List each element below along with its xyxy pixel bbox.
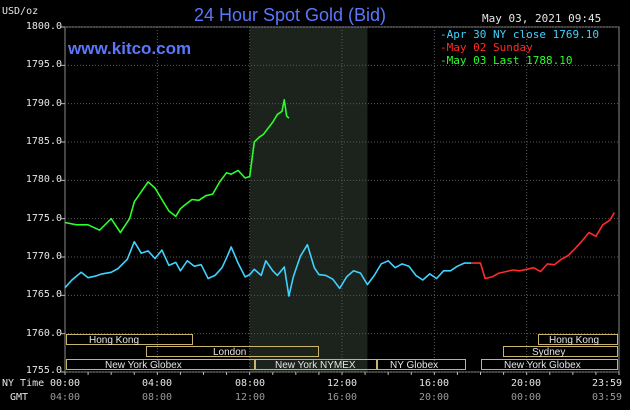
gmt-label: GMT	[10, 392, 29, 403]
session-hong-kong: Hong Kong	[66, 334, 193, 346]
y-tick-label: 1790.0	[25, 98, 62, 109]
legend-item-sunday: -May 02 Sunday	[440, 41, 533, 54]
session-highlight-band	[249, 27, 368, 372]
y-tick-label: 1765.0	[25, 289, 62, 300]
x-tick-gmt: 08:00	[141, 392, 173, 403]
y-tick-label: 1800.0	[25, 21, 62, 32]
x-tick-ny: 20:00	[510, 378, 542, 389]
x-tick-gmt: 04:00	[49, 392, 81, 403]
y-tick-label: 1760.0	[25, 328, 62, 339]
x-tick-ny: 12:00	[326, 378, 358, 389]
legend-item-close: -Apr 30 NY close 1769.10	[440, 28, 599, 41]
session-new-york-globex: New York Globex	[66, 359, 255, 371]
session-london: London	[146, 346, 319, 358]
series-line-0	[64, 240, 472, 297]
session-sydney: Sydney	[503, 346, 618, 358]
ny-time-label: NY Time	[2, 378, 45, 389]
session-hong-kong-2: Hong Kong	[538, 334, 618, 346]
x-tick-ny: 23:59	[591, 378, 623, 389]
chart-datetime: May 03, 2021 09:45	[482, 12, 602, 25]
y-tick-label: 1785.0	[25, 136, 62, 147]
session-new-york-nymex: New York NYMEX	[255, 359, 377, 371]
x-tick-ny: 00:00	[49, 378, 81, 389]
x-tick-gmt: 03:59	[591, 392, 623, 403]
legend-item-last: -May 03 Last 1788.10	[440, 54, 573, 67]
x-tick-gmt: 12:00	[234, 392, 266, 403]
y-tick-label: 1795.0	[25, 59, 62, 70]
x-tick-ny: 08:00	[234, 378, 266, 389]
chart-title: 24 Hour Spot Gold (Bid)	[193, 5, 387, 25]
x-tick-ny: 16:00	[418, 378, 450, 389]
session-new-york-globex-2: New York Globex	[481, 359, 618, 371]
series-line-1	[471, 212, 616, 280]
x-tick-ny: 04:00	[141, 378, 173, 389]
site-watermark: www.kitco.com	[68, 39, 192, 58]
legend: -Apr 30 NY close 1769.10 -May 02 Sunday …	[440, 28, 599, 67]
y-tick-label: 1780.0	[25, 174, 62, 185]
y-axis-unit: USD/oz	[2, 6, 39, 17]
x-tick-gmt: 00:00	[510, 392, 542, 403]
y-tick-label: 1755.0	[25, 365, 62, 376]
session-ny-globex: NY Globex	[377, 359, 466, 371]
y-tick-label: 1770.0	[25, 251, 62, 262]
series-line-2	[64, 99, 290, 234]
y-tick-label: 1775.0	[25, 213, 62, 224]
x-tick-gmt: 16:00	[326, 392, 358, 403]
x-tick-gmt: 20:00	[418, 392, 450, 403]
